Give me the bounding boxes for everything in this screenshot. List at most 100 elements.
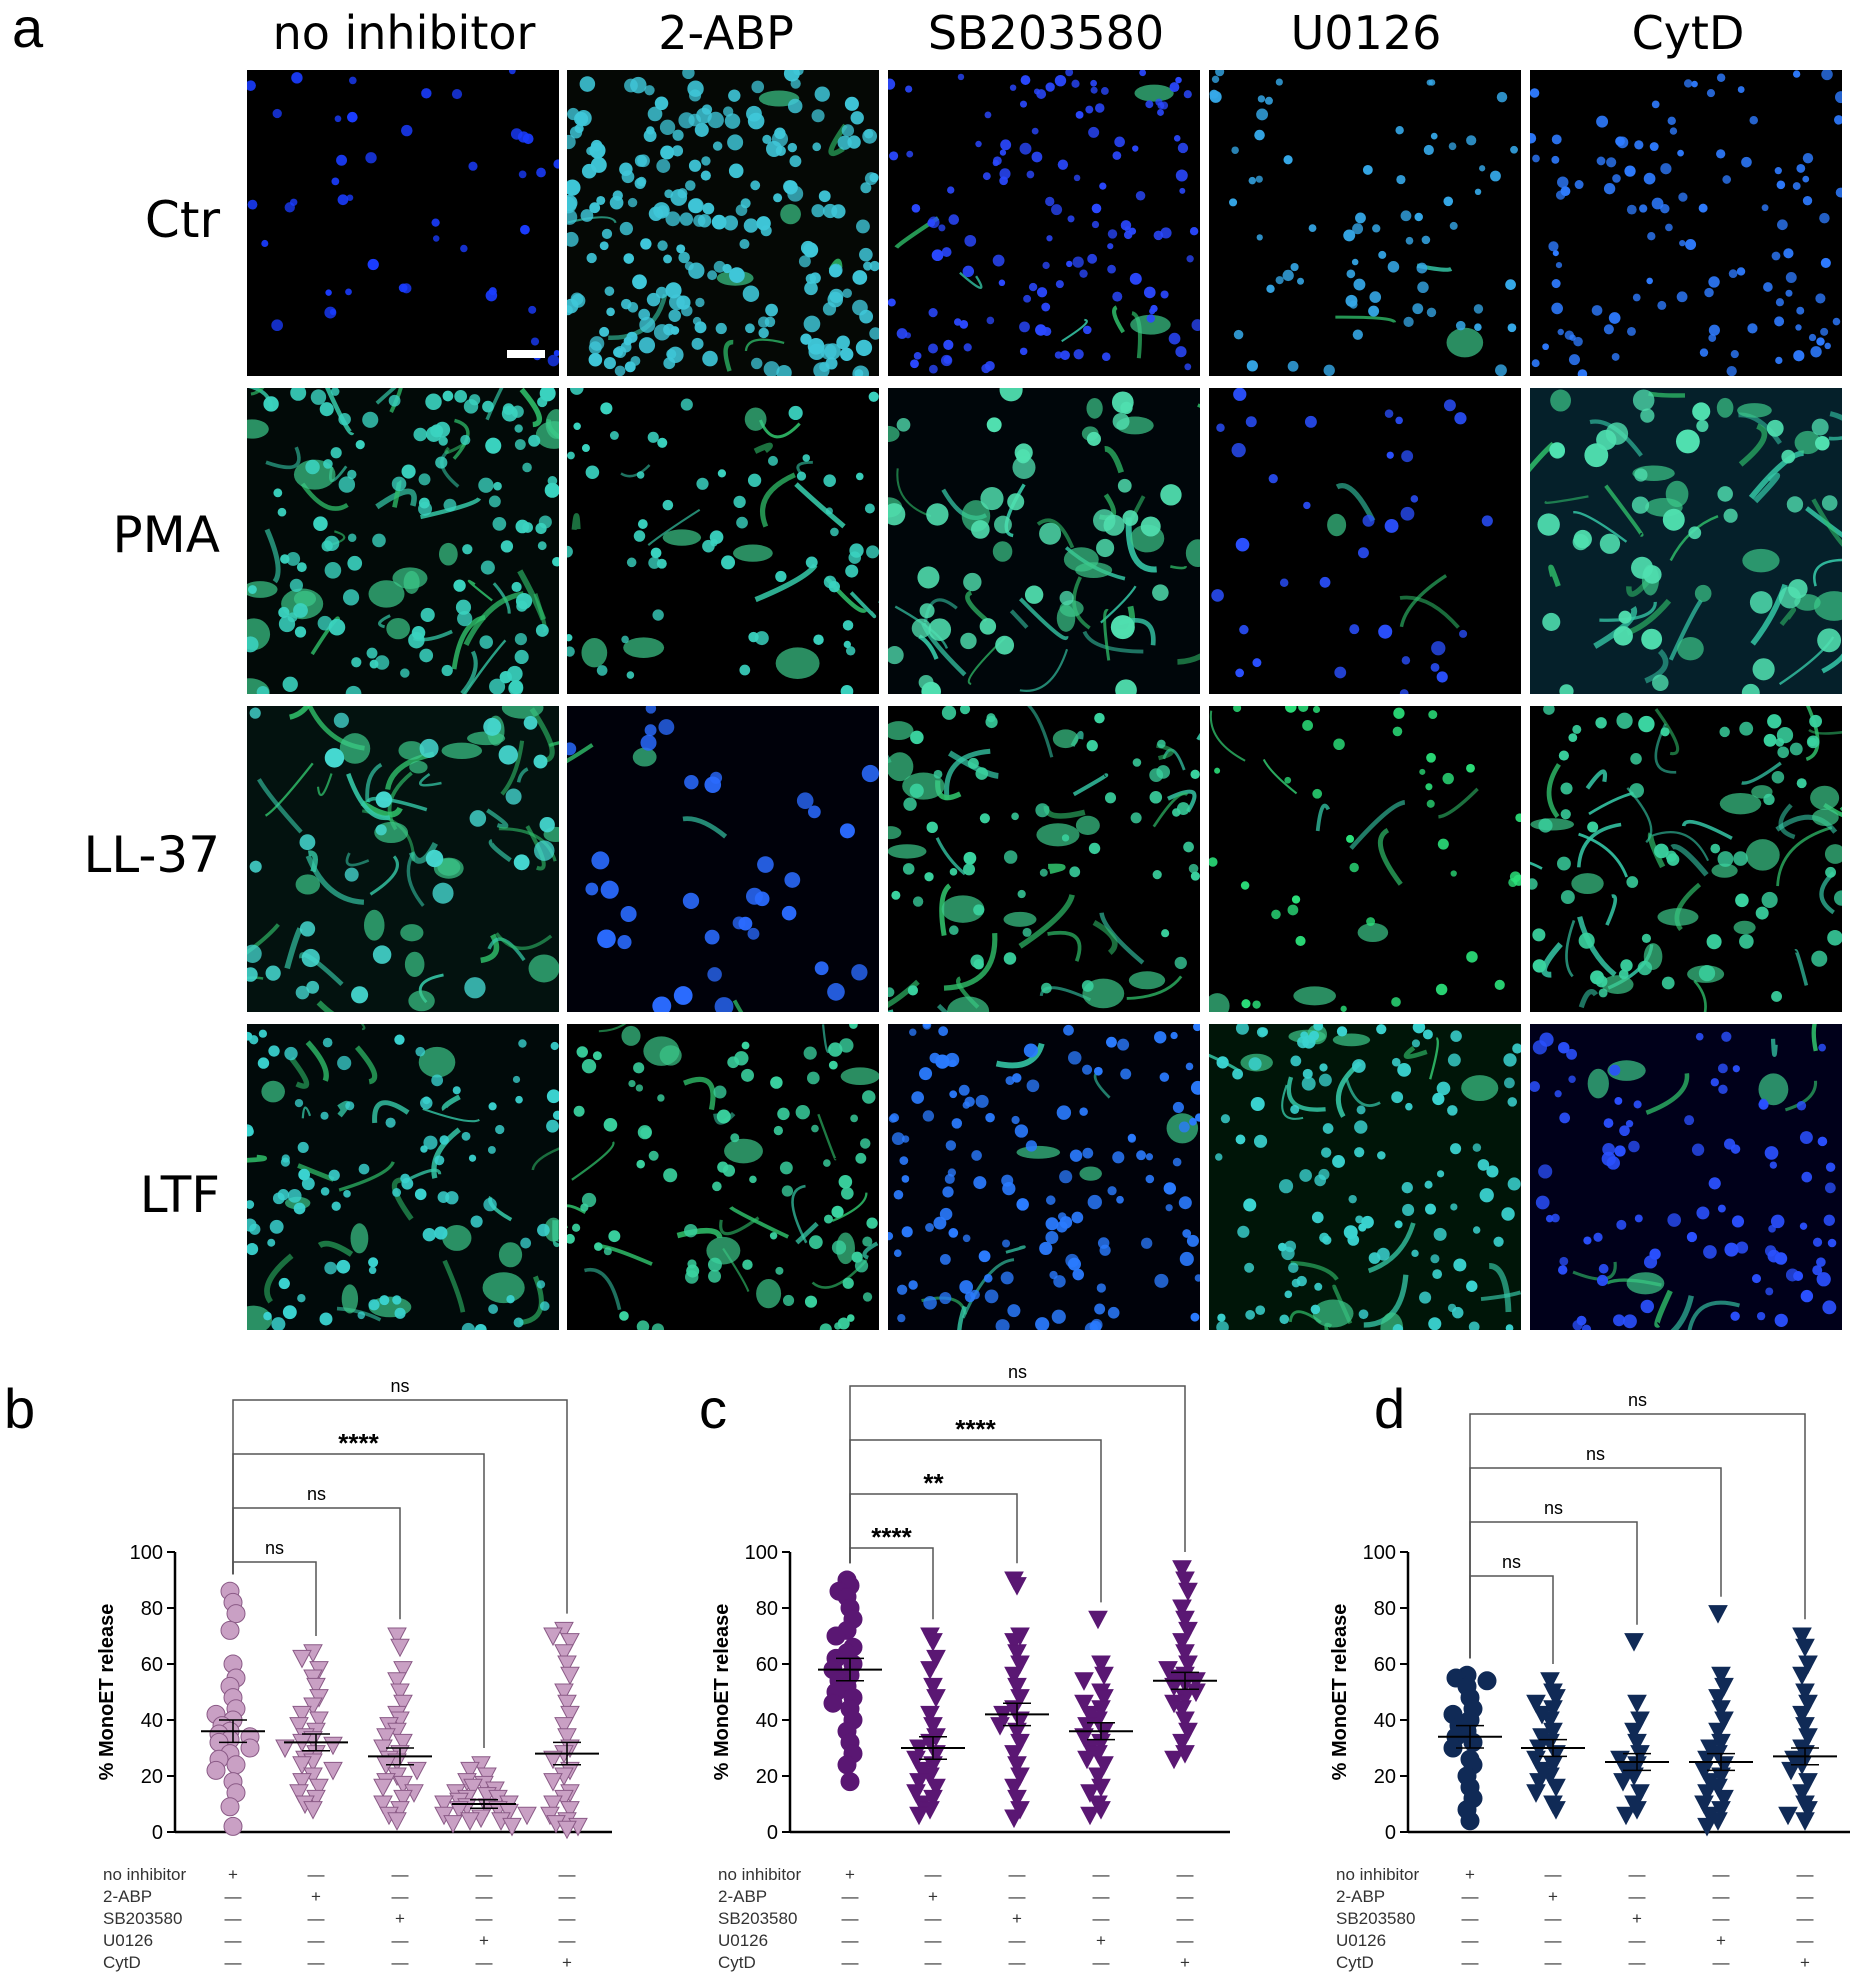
micrograph-ltf-sb203580: [888, 1024, 1200, 1330]
treatment-label: no inhibitor: [103, 1865, 187, 1884]
data-point: [1708, 1722, 1728, 1742]
data-point: [502, 1817, 522, 1837]
data-point: [292, 1773, 312, 1792]
significance-label: ****: [338, 1428, 379, 1458]
data-point: [1781, 1761, 1801, 1781]
data-point: [449, 1801, 469, 1820]
treatment-symbol: —: [1009, 1931, 1026, 1950]
column-header-u0126: U0126: [1290, 6, 1442, 60]
treatment-symbol: —: [392, 1931, 409, 1950]
data-point: [393, 1694, 413, 1714]
data-point: [1010, 1767, 1030, 1787]
data-point: [387, 1627, 407, 1647]
column-header-cytd: CytD: [1631, 6, 1745, 60]
data-point: [1546, 1801, 1566, 1820]
significance-label: ns: [1008, 1362, 1027, 1382]
treatment-symbol: —: [559, 1887, 576, 1906]
data-point: [557, 1694, 577, 1714]
comparison-bracket: [1469, 1413, 1806, 1659]
data-point: [554, 1683, 574, 1703]
treatment-symbol: —: [1177, 1909, 1194, 1928]
comparison-bracket: [1469, 1575, 1554, 1664]
treatment-symbol: +: [845, 1865, 855, 1884]
data-point: [1175, 1571, 1195, 1591]
data-point: [1007, 1789, 1027, 1809]
data-point: [1175, 1610, 1195, 1630]
data-point: [557, 1820, 577, 1840]
data-point: [1697, 1750, 1717, 1770]
data-point: [1616, 1806, 1636, 1826]
column-header-no-inhibitor: no inhibitor: [272, 6, 536, 60]
treatment-symbol: +: [1465, 1865, 1475, 1884]
treatment-label: CytD: [103, 1953, 141, 1972]
treatment-symbol: +: [1180, 1953, 1190, 1972]
treatment-symbol: —: [925, 1931, 942, 1950]
data-point: [390, 1638, 410, 1658]
data-point: [1004, 1778, 1024, 1798]
y-tick-label: 80: [1374, 1598, 1396, 1620]
y-tick-label: 0: [1385, 1822, 1396, 1844]
data-point: [554, 1644, 574, 1663]
treatment-symbol: —: [1177, 1931, 1194, 1950]
data-point: [390, 1683, 410, 1703]
column-header-sb203580: SB203580: [927, 6, 1165, 60]
treatment-symbol: —: [842, 1953, 859, 1972]
data-point: [1007, 1756, 1027, 1775]
micrograph-ctr-no-inhibitor: [247, 70, 559, 376]
y-tick-label: 0: [152, 1822, 163, 1844]
column-header-2-abp: 2-ABP: [658, 6, 794, 60]
treatment-symbol: —: [925, 1865, 942, 1884]
micrograph-ll-37-no-inhibitor: [247, 706, 559, 1012]
micrograph-pma-no-inhibitor: [247, 388, 559, 694]
data-point: [1178, 1621, 1198, 1641]
treatment-symbol: —: [1093, 1865, 1110, 1884]
data-point: [1172, 1733, 1192, 1753]
significance-label: ns: [1586, 1444, 1605, 1464]
comparison-bracket: [232, 1561, 317, 1636]
data-point: [1094, 1689, 1114, 1708]
data-point: [1004, 1633, 1024, 1652]
data-point: [393, 1661, 413, 1680]
data-point: [393, 1789, 413, 1809]
data-point: [906, 1784, 926, 1803]
data-point: [923, 1717, 943, 1736]
data-point: [1004, 1809, 1024, 1829]
data-point: [926, 1745, 946, 1764]
treatment-symbol: +: [928, 1887, 938, 1906]
treatment-label: U0126: [1336, 1931, 1386, 1950]
treatment-symbol: —: [1177, 1865, 1194, 1884]
treatment-label: SB203580: [1336, 1909, 1415, 1928]
treatment-symbol: —: [308, 1953, 325, 1972]
data-point: [1178, 1655, 1198, 1675]
data-point: [373, 1778, 393, 1798]
treatment-symbol: —: [1629, 1953, 1646, 1972]
data-point: [1094, 1756, 1114, 1775]
data-point: [1798, 1728, 1818, 1747]
data-point: [1172, 1633, 1192, 1652]
data-point: [1007, 1644, 1027, 1663]
significance-label: ns: [1544, 1498, 1563, 1518]
data-point: [1798, 1801, 1818, 1820]
data-point: [1697, 1817, 1717, 1837]
data-point: [926, 1778, 946, 1798]
treatment-symbol: —: [1797, 1887, 1814, 1906]
data-point: [1178, 1722, 1198, 1742]
treatment-symbol: —: [1009, 1865, 1026, 1884]
data-point: [920, 1705, 940, 1725]
treatment-symbol: —: [225, 1953, 242, 1972]
data-point: [309, 1711, 329, 1731]
treatment-symbol: +: [311, 1887, 321, 1906]
data-point: [1795, 1812, 1815, 1831]
data-point: [1526, 1694, 1546, 1714]
micrograph-ll-37-cytd: [1530, 706, 1842, 1012]
data-point: [1694, 1795, 1714, 1815]
treatment-symbol: +: [1716, 1931, 1726, 1950]
data-point: [920, 1661, 940, 1680]
treatment-symbol: —: [476, 1953, 493, 1972]
data-point: [1546, 1689, 1566, 1708]
data-point: [1798, 1773, 1818, 1792]
data-point: [554, 1717, 574, 1736]
data-point: [1792, 1627, 1812, 1647]
y-axis-label: % MonoET release: [1329, 1604, 1351, 1781]
y-tick-label: 20: [1374, 1766, 1396, 1788]
